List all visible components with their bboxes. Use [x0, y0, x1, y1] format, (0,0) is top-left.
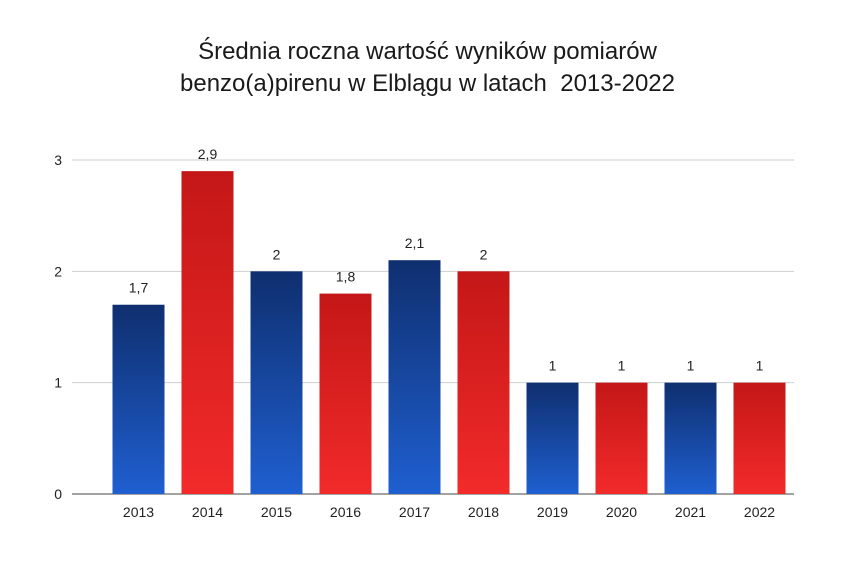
data-label-2021: 1 [687, 358, 695, 374]
x-tick-label-2019: 2019 [537, 504, 568, 520]
chart-title-line-1: Średnia roczna wartość wyników pomiarów [198, 38, 657, 65]
bar-2013 [112, 304, 165, 494]
x-tick-label-2018: 2018 [468, 504, 499, 520]
x-tick-label-2016: 2016 [330, 504, 361, 520]
data-label-2020: 1 [618, 358, 626, 374]
bar-2015 [250, 271, 303, 494]
data-label-2016: 1,8 [336, 269, 356, 285]
x-tick-label-2017: 2017 [399, 504, 430, 520]
data-label-2017: 2,1 [405, 235, 425, 251]
chart-title-line-2: benzo(a)pirenu w Elblągu w latach 2013-2… [180, 70, 675, 97]
data-label-2022: 1 [756, 358, 764, 374]
y-tick-label: 3 [54, 152, 62, 168]
x-tick-label-2014: 2014 [192, 504, 223, 520]
chart-title: Średnia roczna wartość wyników pomiarów … [0, 36, 855, 100]
data-label-2014: 2,9 [198, 146, 218, 162]
bar-2018 [457, 271, 510, 494]
x-tick-label-2021: 2021 [675, 504, 706, 520]
data-label-2019: 1 [549, 358, 557, 374]
x-tick-label-2022: 2022 [744, 504, 775, 520]
x-tick-label-2020: 2020 [606, 504, 637, 520]
bar-2017 [388, 260, 441, 494]
y-tick-label: 1 [54, 375, 62, 391]
bar-2022 [733, 382, 786, 494]
y-tick-label: 0 [54, 486, 62, 502]
data-label-2018: 2 [480, 246, 488, 262]
data-label-2015: 2 [273, 246, 281, 262]
bar-2020 [595, 382, 648, 494]
data-label-2013: 1,7 [129, 280, 149, 296]
bar-2019 [526, 382, 579, 494]
bar-2014 [181, 171, 234, 494]
x-tick-label-2015: 2015 [261, 504, 292, 520]
bar-2016 [319, 293, 372, 494]
y-tick-label: 2 [54, 263, 62, 279]
x-tick-label-2013: 2013 [123, 504, 154, 520]
bar-2021 [664, 382, 717, 494]
